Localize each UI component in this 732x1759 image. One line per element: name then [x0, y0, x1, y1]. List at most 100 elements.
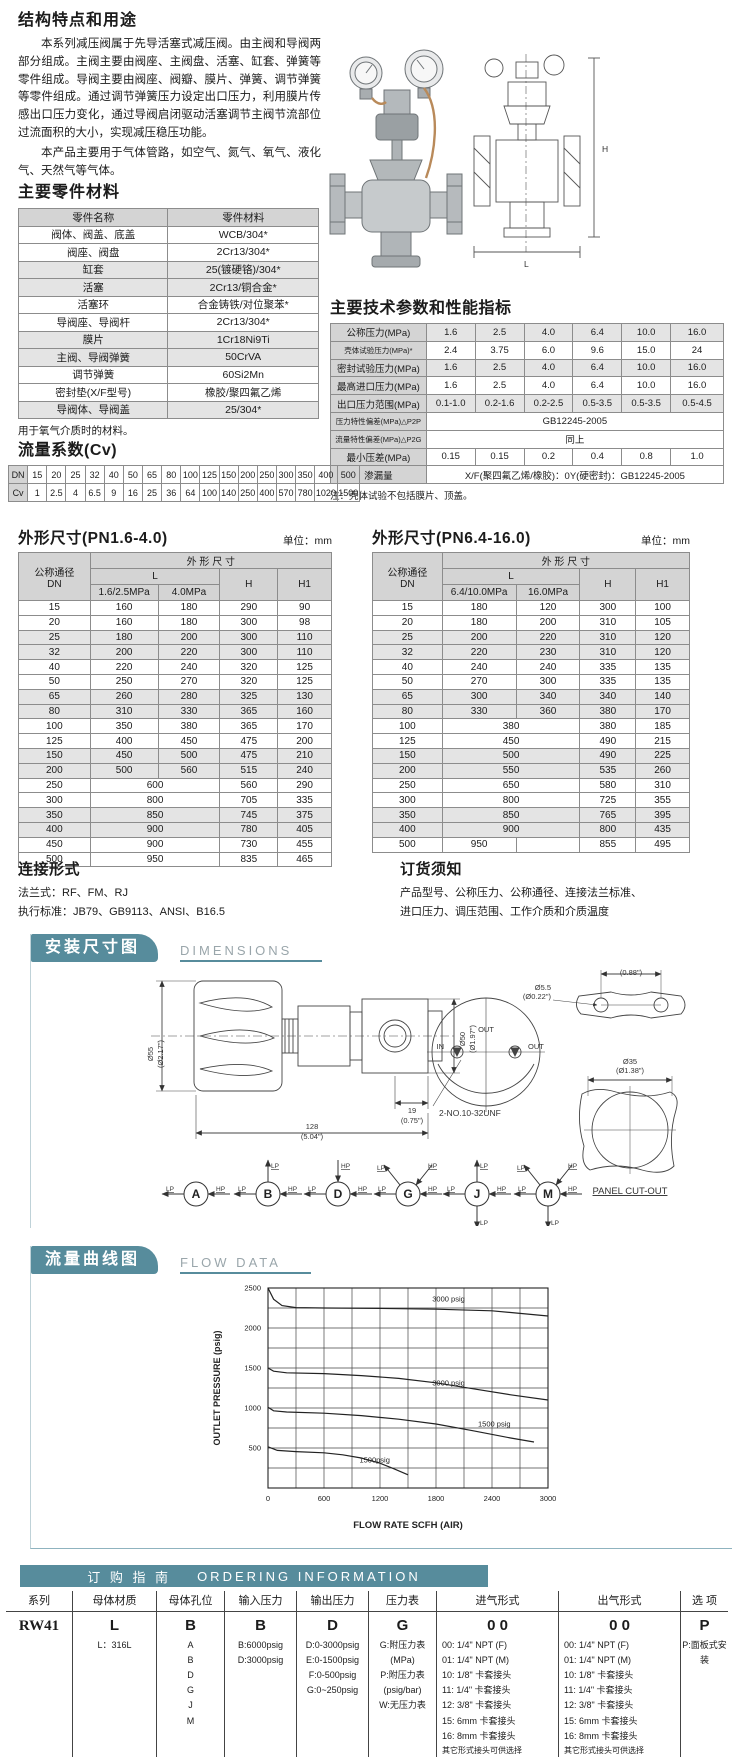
table-cell: 730 — [219, 836, 279, 853]
cv-table: DN 15 20 25 32 40 50 65 80 100 125 150 200 250 300 350 4… — [7, 465, 361, 502]
table-cell: 600 — [89, 777, 221, 794]
table-cell: 100 — [635, 600, 690, 616]
table-cell: 400 — [256, 483, 277, 502]
table-cell: 330 — [157, 703, 221, 720]
table-cell: 1.6/2.5MPa — [89, 584, 159, 601]
table-cell: 25 — [65, 465, 86, 484]
table-cell: 435 — [635, 821, 690, 838]
table-cell: 550 — [441, 762, 581, 779]
table-cell: 515 — [219, 762, 279, 779]
order-note-title: 订货须知 — [400, 861, 463, 878]
table-cell: 535 — [579, 762, 637, 779]
table-cell: 400 — [314, 465, 338, 484]
table-cell: 300 — [515, 673, 581, 690]
table-cell: 1.6 — [425, 358, 476, 378]
dims-b-table: 公称通径 DN 外 形 尺 寸 L H H1 6.4/10.0MPa 16.0MPa 15 180… — [372, 552, 691, 853]
table-cell: 60Si2Mn — [167, 365, 319, 384]
table-cell: 0.2-1.6 — [474, 394, 525, 413]
tech-params-section: 主要技术参数和性能指标 公称压力(MPa) 1.6 2.5 4.0 6.4 10.0 16.… — [330, 294, 726, 502]
table-cell: 15 — [27, 465, 48, 484]
table-cell: 1.0 — [670, 447, 724, 467]
ordering-details: G:附压力表 (MPa) P:附压力表 (psig/bar) W:无压力表 — [369, 1638, 436, 1714]
ordering-detail-line: 12: 3/8" 卡套接头 — [442, 1700, 512, 1711]
curve-label: 1500 psig — [478, 1419, 511, 1428]
table-cell: 310 — [635, 777, 690, 794]
table-cell: 25 — [372, 629, 443, 646]
svg-text:2-NO.10-32UNF: 2-NO.10-32UNF — [439, 1108, 501, 1118]
table-cell: WCB/304* — [167, 225, 319, 244]
table-cell: 280 — [157, 688, 221, 705]
table-cell: 335 — [579, 673, 637, 690]
table-cell: 500 — [441, 747, 581, 764]
table-cell: 4 — [65, 483, 86, 502]
svg-text:22.2: 22.2 — [624, 966, 639, 968]
table-cell: 1.6 — [425, 376, 476, 396]
table-cell: 32 — [18, 644, 91, 661]
table-cell: 120 — [635, 644, 690, 661]
table-cell: 400 — [89, 733, 159, 749]
svg-text:OUT: OUT — [478, 1025, 494, 1034]
table-cell: 98 — [277, 614, 332, 631]
table-cell: L — [89, 568, 221, 585]
table-cell: 380 — [157, 718, 221, 735]
order-note-line-2: 进口压力、调压范围、工作介质和介质温度 — [400, 905, 609, 918]
table-cell: 560 — [219, 777, 279, 794]
table-cell: 200 — [89, 644, 159, 661]
ordering-detail-line: 16: 8mm 卡套接头 — [442, 1730, 516, 1741]
connection-section: 连接形式 法兰式：RF、FM、RJ 执行标准：JB79、GB9113、ANSI、… — [18, 858, 338, 921]
table-cell: 200 — [18, 762, 91, 779]
ordering-column-4: 输入压力 B B:6000psig D:3000psig — [224, 1591, 296, 1758]
table-cell: 50CrVA — [167, 348, 319, 367]
ordering-column-header: 选 项 — [681, 1591, 728, 1612]
table-cell: 260 — [635, 762, 690, 779]
flow-curve — [267, 1367, 549, 1401]
table-cell: 1 — [27, 483, 48, 502]
table-cell: 375 — [277, 807, 332, 823]
table-cell: 580 — [579, 777, 637, 794]
table-cell: 365 — [219, 703, 279, 720]
svg-text:19: 19 — [408, 1106, 416, 1115]
table-cell: 10.0 — [621, 323, 672, 342]
table-cell: 0.2-2.5 — [523, 394, 574, 413]
port-config-B: B LP LP HP — [233, 1159, 302, 1207]
table-cell: 300 — [18, 792, 91, 809]
table-cell: 密封试验压力(MPa) — [330, 358, 427, 378]
dim-l-label: L — [524, 259, 529, 269]
ordering-column-7: 进气形式 0 0 00: 1/4" NPT (F) 01: 1/4" NPT (M) 1… — [436, 1591, 558, 1758]
table-cell: 2.5 — [474, 358, 525, 378]
table-cell: 950 — [441, 836, 517, 853]
table-cell: 405 — [277, 821, 332, 838]
table-cell: 200 — [237, 465, 258, 484]
table-cell: 20 — [18, 614, 91, 631]
table-cell: 900 — [89, 821, 221, 838]
ordering-code: B — [255, 1617, 266, 1634]
table-cell: 800 — [89, 792, 221, 809]
table-cell: 500 — [157, 747, 221, 764]
ordering-detail-line: D:3000psig — [237, 1655, 284, 1666]
ordering-detail-line: 01: 1/4" NPT (M) — [442, 1655, 510, 1666]
table-cell: 270 — [157, 673, 221, 690]
ordering-column-2: 母体材质 L L：316L — [72, 1591, 156, 1758]
table-cell: 1Cr18Ni9Ti — [167, 330, 319, 349]
table-cell: 300 — [441, 688, 517, 705]
table-cell: 密封垫(X/F型号) — [17, 383, 169, 402]
table-cell: 185 — [635, 718, 690, 735]
table-cell: 200 — [441, 629, 517, 646]
svg-text:Ø50: Ø50 — [458, 1032, 467, 1046]
flow-curve — [267, 1287, 549, 1317]
table-cell: 400 — [372, 821, 443, 838]
table-cell: 350 — [89, 718, 159, 735]
table-cell: 850 — [89, 807, 221, 823]
table-cell: 170 — [277, 718, 332, 735]
materials-note: 用于氧气介质时的材料。 — [18, 425, 134, 437]
table-cell: 外 形 尺 寸 — [441, 552, 691, 569]
table-cell: 465 — [277, 851, 332, 868]
ordering-code: RW41 — [18, 1618, 60, 1634]
table-cell: 0.1-1.0 — [425, 394, 476, 413]
ordering-details: P:面板式安装 — [681, 1638, 728, 1668]
port-config-G: G LP HP LP HP — [373, 1163, 442, 1207]
table-cell: 225 — [635, 747, 690, 764]
ordering-detail-line: (MPa) — [390, 1655, 415, 1666]
table-cell: 1020 — [314, 483, 338, 502]
